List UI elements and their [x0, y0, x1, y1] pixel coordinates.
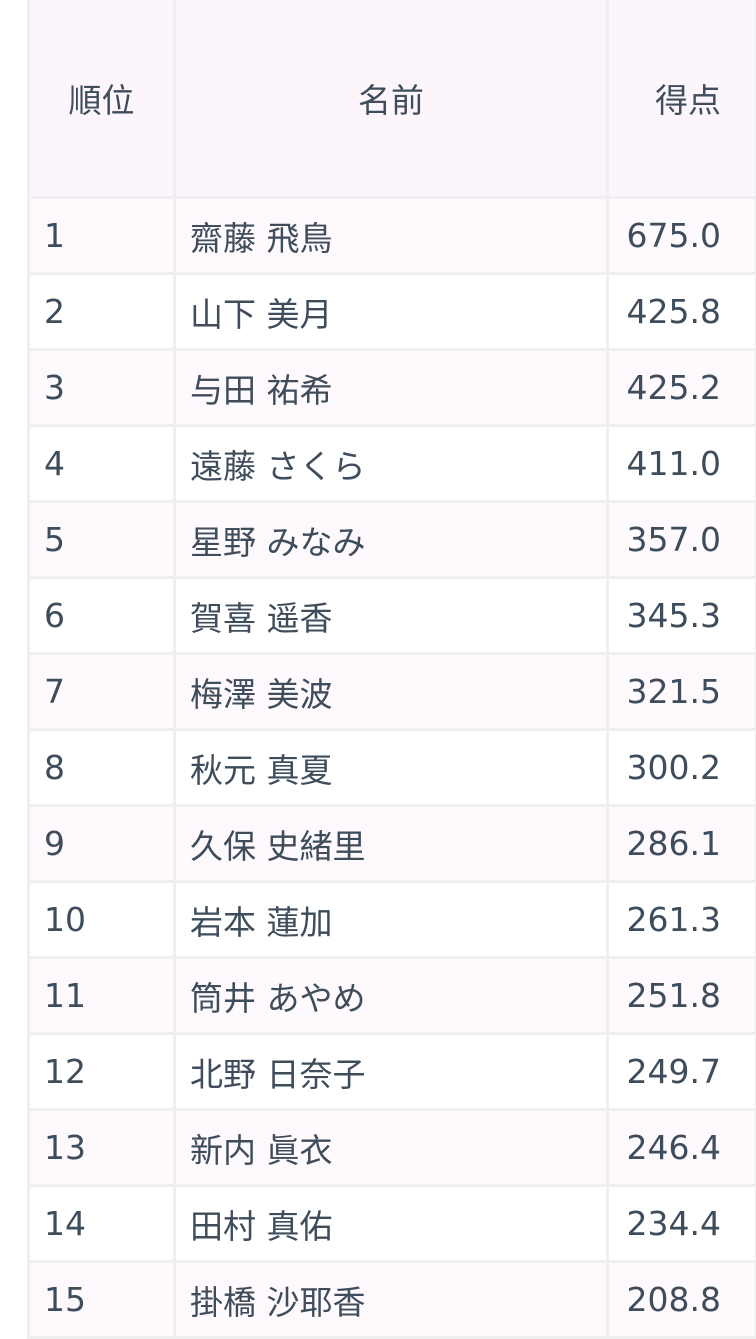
score-cell: 300.2 — [608, 730, 756, 806]
name-cell: 梅澤 美波 — [175, 654, 608, 730]
name-cell: 遠藤 さくら — [175, 426, 608, 502]
rank-cell: 11 — [29, 958, 175, 1034]
rank-cell: 6 — [29, 578, 175, 654]
score-cell: 208.8 — [608, 1262, 756, 1338]
rank-cell: 1 — [29, 198, 175, 274]
name-cell: 北野 日奈子 — [175, 1034, 608, 1110]
name-cell: 与田 祐希 — [175, 350, 608, 426]
rank-cell: 8 — [29, 730, 175, 806]
name-cell: 新内 眞衣 — [175, 1110, 608, 1186]
name-cell: 星野 みなみ — [175, 502, 608, 578]
score-cell: 286.1 — [608, 806, 756, 882]
name-cell: 秋元 真夏 — [175, 730, 608, 806]
name-cell: 岩本 蓮加 — [175, 882, 608, 958]
rank-cell: 13 — [29, 1110, 175, 1186]
rank-cell: 7 — [29, 654, 175, 730]
score-cell: 261.3 — [608, 882, 756, 958]
score-cell: 249.7 — [608, 1034, 756, 1110]
name-cell: 久保 史緒里 — [175, 806, 608, 882]
name-cell: 田村 真佑 — [175, 1186, 608, 1262]
score-cell: 425.2 — [608, 350, 756, 426]
header-rank[interactable]: 順位 — [29, 0, 175, 198]
rank-cell: 14 — [29, 1186, 175, 1262]
rank-cell: 12 — [29, 1034, 175, 1110]
rank-cell: 4 — [29, 426, 175, 502]
header-name[interactable]: 名前 — [175, 0, 608, 198]
rank-cell: 15 — [29, 1262, 175, 1338]
rank-cell: 3 — [29, 350, 175, 426]
score-cell: 425.8 — [608, 274, 756, 350]
rank-cell: 10 — [29, 882, 175, 958]
score-cell: 321.5 — [608, 654, 756, 730]
score-cell: 345.3 — [608, 578, 756, 654]
name-cell: 山下 美月 — [175, 274, 608, 350]
name-cell: 筒井 あやめ — [175, 958, 608, 1034]
score-cell: 675.0 — [608, 198, 756, 274]
score-cell: 357.0 — [608, 502, 756, 578]
header-row: 順位 名前 得点 — [29, 0, 756, 198]
rank-cell: 2 — [29, 274, 175, 350]
rank-cell: 9 — [29, 806, 175, 882]
score-cell: 251.8 — [608, 958, 756, 1034]
header-score[interactable]: 得点 — [608, 0, 756, 198]
rank-cell: 5 — [29, 502, 175, 578]
name-cell: 賀喜 遥香 — [175, 578, 608, 654]
score-cell: 246.4 — [608, 1110, 756, 1186]
score-cell: 234.4 — [608, 1186, 756, 1262]
name-cell: 齋藤 飛鳥 — [175, 198, 608, 274]
score-cell: 411.0 — [608, 426, 756, 502]
name-cell: 掛橋 沙耶香 — [175, 1262, 608, 1338]
